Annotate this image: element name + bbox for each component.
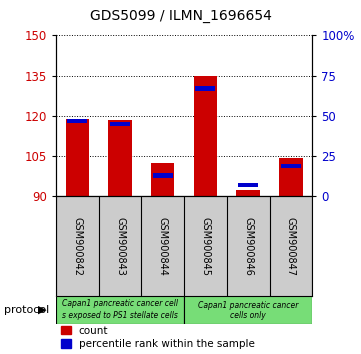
Text: Capan1 pancreatic cancer: Capan1 pancreatic cancer <box>198 301 299 310</box>
Bar <box>108 120 132 196</box>
Bar <box>194 76 217 196</box>
Bar <box>279 158 303 196</box>
Text: Capan1 pancreatic cancer cell: Capan1 pancreatic cancer cell <box>62 299 178 308</box>
Text: GSM900845: GSM900845 <box>200 217 210 275</box>
Text: cells only: cells only <box>230 311 266 320</box>
Legend: count, percentile rank within the sample: count, percentile rank within the sample <box>61 326 255 349</box>
Bar <box>196 86 216 91</box>
Text: GSM900842: GSM900842 <box>72 217 82 275</box>
Bar <box>56 296 184 324</box>
Bar <box>238 183 258 188</box>
Bar <box>110 122 130 126</box>
Bar <box>66 119 89 196</box>
Text: GSM900846: GSM900846 <box>243 217 253 275</box>
Bar <box>236 190 260 196</box>
Text: protocol: protocol <box>4 305 49 315</box>
Bar <box>151 163 174 196</box>
Text: GSM900844: GSM900844 <box>158 217 168 275</box>
Text: ▶: ▶ <box>38 305 47 315</box>
Bar <box>184 296 312 324</box>
Bar <box>68 119 87 123</box>
Text: GDS5099 / ILMN_1696654: GDS5099 / ILMN_1696654 <box>90 9 271 23</box>
Text: GSM900843: GSM900843 <box>115 217 125 275</box>
Bar <box>281 164 301 168</box>
Text: s exposed to PS1 stellate cells: s exposed to PS1 stellate cells <box>62 312 178 320</box>
Text: GSM900847: GSM900847 <box>286 217 296 275</box>
Bar <box>153 173 173 178</box>
